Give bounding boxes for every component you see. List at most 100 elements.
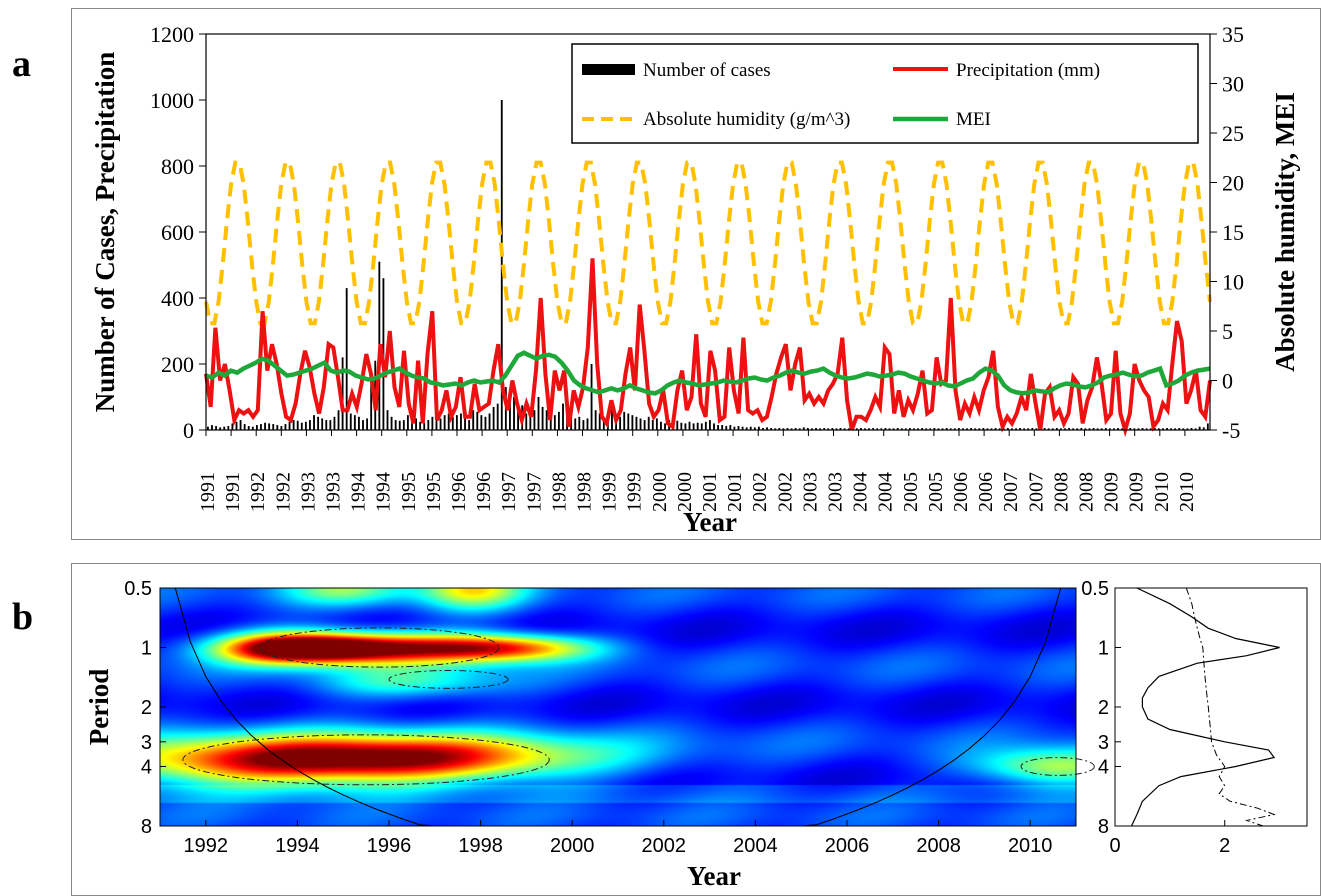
cases-bar bbox=[313, 415, 315, 430]
cases-bar bbox=[1104, 428, 1107, 430]
cases-bar bbox=[639, 418, 642, 430]
cases-bar bbox=[1170, 428, 1173, 430]
cases-bar bbox=[978, 428, 981, 430]
cases-bar bbox=[1055, 428, 1058, 430]
x-tick-label-b: 2010 bbox=[1008, 835, 1052, 857]
cases-bar bbox=[362, 420, 364, 430]
cases-bar bbox=[402, 420, 405, 430]
cases-bar bbox=[488, 413, 491, 430]
cases-bar bbox=[239, 420, 242, 430]
cases-bar bbox=[831, 428, 834, 430]
x-tick-label: 1991 bbox=[222, 472, 244, 512]
x-tick-label: 1998 bbox=[548, 472, 570, 512]
x-tick-label-b: 1996 bbox=[367, 835, 412, 857]
cases-bar bbox=[219, 427, 222, 430]
cases-bar bbox=[725, 426, 728, 430]
cases-bar bbox=[349, 413, 352, 430]
x-tick-label: 2004 bbox=[850, 472, 872, 512]
cases-bar bbox=[806, 428, 809, 430]
cases-bar bbox=[631, 415, 634, 430]
cases-bar bbox=[431, 416, 434, 430]
cases-bar bbox=[1006, 428, 1009, 430]
x-tick-label-b: 1998 bbox=[458, 835, 503, 857]
x-tick-label: 2004 bbox=[875, 472, 897, 512]
x-axis-label-b: Year bbox=[687, 861, 741, 891]
cases-bar bbox=[460, 413, 462, 430]
y-tick-label-b: 2 bbox=[141, 697, 152, 719]
cases-bar bbox=[1194, 428, 1197, 430]
x-tick-label: 1991 bbox=[197, 472, 219, 512]
cases-bar bbox=[525, 413, 528, 430]
x-tick-label: 2010 bbox=[1151, 472, 1173, 512]
cases-bar bbox=[333, 416, 336, 430]
cases-bar bbox=[223, 426, 226, 430]
x-tick-label: 1997 bbox=[498, 472, 520, 512]
cases-bar bbox=[1166, 428, 1168, 430]
cases-bar bbox=[455, 415, 458, 430]
x-tick-label: 1999 bbox=[624, 472, 646, 512]
cases-bar bbox=[774, 428, 777, 430]
cases-bar bbox=[227, 426, 230, 430]
cases-bar bbox=[982, 428, 985, 430]
cases-bar bbox=[709, 420, 711, 430]
cases-bar bbox=[1202, 427, 1205, 430]
cases-bar bbox=[733, 426, 736, 430]
cases-bar bbox=[1129, 428, 1132, 430]
cases-bar bbox=[635, 416, 638, 430]
cases-bar bbox=[480, 415, 483, 430]
y-tick-label-b: 1 bbox=[141, 638, 152, 660]
cases-bar bbox=[1178, 428, 1181, 430]
cases-bar bbox=[1174, 428, 1177, 430]
cases-bar bbox=[876, 428, 879, 430]
cases-bar bbox=[582, 420, 585, 430]
cases-bar bbox=[664, 423, 666, 430]
cases-bar bbox=[1047, 428, 1050, 430]
cases-bar bbox=[235, 421, 238, 430]
cases-bar bbox=[451, 416, 454, 430]
cases-bar bbox=[1002, 428, 1005, 430]
cases-bar bbox=[811, 428, 813, 430]
cases-bar bbox=[929, 428, 932, 430]
cases-bar bbox=[292, 420, 295, 430]
cases-bar bbox=[1035, 428, 1038, 430]
cases-bar bbox=[1043, 428, 1046, 430]
y-axis-label-b: Period bbox=[84, 669, 114, 745]
significance-contour bbox=[1020, 757, 1095, 776]
cases-bar bbox=[264, 422, 266, 430]
x-tick-label: 2002 bbox=[774, 472, 796, 512]
cases-bar bbox=[1162, 428, 1164, 430]
side-x-tick-label: 2 bbox=[1219, 835, 1230, 857]
y-axis-label-a: Number of Cases, Precipitation bbox=[90, 52, 120, 412]
cases-bar bbox=[1149, 428, 1152, 430]
cases-bar bbox=[704, 421, 707, 430]
cases-bar bbox=[533, 410, 536, 430]
cases-bar bbox=[749, 426, 752, 430]
x-tick-label: 2003 bbox=[799, 472, 821, 512]
cases-bar bbox=[513, 397, 515, 430]
cases-bar bbox=[949, 428, 952, 430]
cases-bar bbox=[1117, 428, 1119, 430]
y2-tick-label: 30 bbox=[1222, 72, 1244, 97]
cases-bar bbox=[908, 428, 911, 430]
x-tick-label: 2000 bbox=[649, 472, 671, 512]
cases-bar bbox=[741, 426, 744, 430]
cases-bar bbox=[435, 420, 438, 430]
cases-bar bbox=[443, 415, 446, 430]
cases-bar bbox=[1011, 428, 1013, 430]
panel-a-letter: a bbox=[12, 43, 31, 85]
y2-axis-label-a: Absolute humidity, MEI bbox=[1270, 92, 1300, 372]
cases-bar bbox=[900, 428, 903, 430]
cases-bar bbox=[729, 425, 732, 430]
cases-bar bbox=[986, 428, 989, 430]
x-tick-label-b: 1994 bbox=[275, 835, 320, 857]
cases-bar bbox=[358, 416, 360, 430]
y2-tick-label: 25 bbox=[1222, 121, 1244, 146]
cases-bar bbox=[394, 420, 397, 430]
cases-bar bbox=[496, 403, 499, 430]
cases-bar bbox=[815, 428, 817, 430]
cases-bar bbox=[839, 428, 842, 430]
x-tick-label: 1999 bbox=[599, 472, 621, 512]
x-tick-label: 2007 bbox=[1000, 472, 1022, 512]
cases-bar bbox=[819, 428, 822, 430]
cases-bar bbox=[464, 418, 466, 430]
